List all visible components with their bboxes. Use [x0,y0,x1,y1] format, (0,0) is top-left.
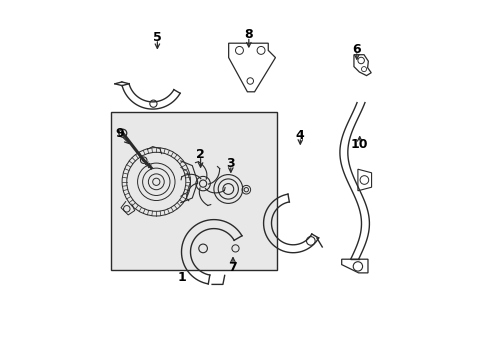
Text: 4: 4 [295,129,304,142]
Text: 6: 6 [352,43,361,56]
Text: 8: 8 [244,28,253,41]
Text: 9: 9 [115,127,123,140]
Text: 1: 1 [177,271,185,284]
Text: 5: 5 [153,31,162,44]
Text: 10: 10 [350,138,367,150]
Text: 2: 2 [196,148,204,161]
Text: 7: 7 [228,261,237,274]
FancyBboxPatch shape [111,112,276,270]
Text: 3: 3 [226,157,235,170]
